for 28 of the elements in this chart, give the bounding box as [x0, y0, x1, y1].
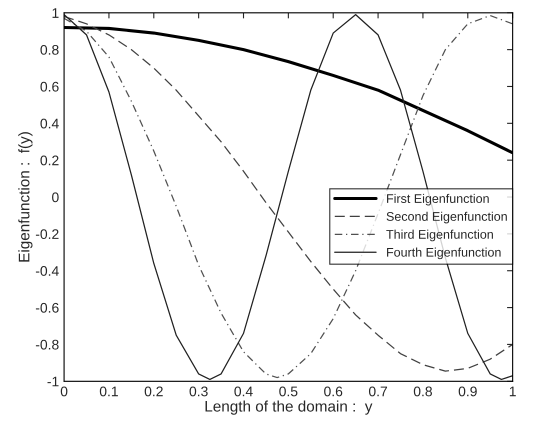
legend-label: Third Eigenfunction: [386, 230, 493, 242]
x-tick-label: 0.5: [279, 386, 298, 396]
y-tick-label: 0.8: [40, 44, 59, 55]
x-tick-label: 1: [510, 386, 516, 396]
y-tick-label: 0.4: [40, 118, 59, 128]
x-tick-label: 0: [60, 386, 68, 396]
y-tick-label: 0: [52, 192, 59, 202]
legend-label: First Eigenfunction: [387, 194, 489, 206]
x-tick-label: 0.3: [190, 386, 208, 396]
y-tick-label: 1: [52, 8, 59, 18]
y-tick-label: -0.6: [36, 302, 59, 313]
y-tick-label: -0.8: [36, 340, 59, 350]
x-tick-label: 0.6: [324, 386, 342, 396]
x-tick-label: 0.2: [144, 386, 163, 396]
x-tick-label: 0.4: [234, 386, 253, 396]
y-tick-label: -1: [47, 376, 59, 386]
y-tick-label: -0.4: [36, 266, 59, 276]
y-tick-label: 0.6: [40, 82, 59, 92]
y-axis-title: Eigenfunction : f(y): [18, 132, 33, 262]
legend-label: Fourth Eigenfunction: [387, 248, 501, 260]
x-tick-label: 0.1: [100, 386, 118, 396]
x-tick-label: 0.9: [458, 386, 477, 396]
legend-label: Second Eigenfunction: [386, 212, 507, 224]
y-tick-label: -0.2: [36, 229, 59, 240]
y-tick-label: 0.2: [40, 156, 59, 166]
x-axis-title: Length of the domain : y: [206, 400, 372, 415]
x-tick-label: 0.8: [414, 386, 432, 396]
x-tick-label: 0.7: [368, 386, 388, 396]
